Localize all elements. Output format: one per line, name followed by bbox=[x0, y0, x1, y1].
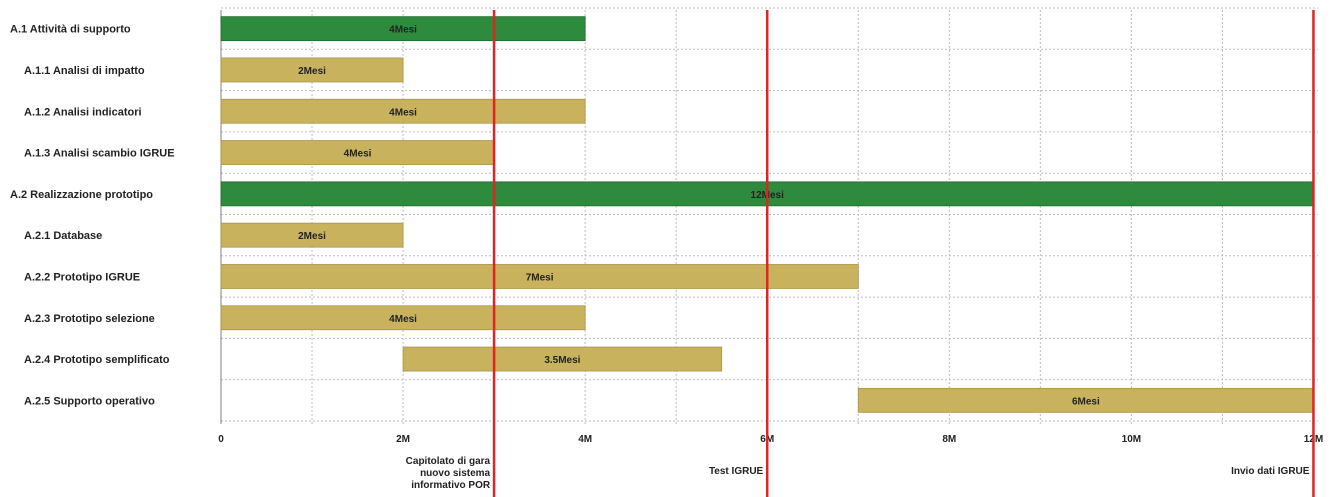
bar-duration-label: 2Mesi bbox=[298, 231, 326, 242]
task-label: A.2.1 Database bbox=[24, 230, 102, 242]
task-label: A.1.2 Analisi indicatori bbox=[24, 106, 142, 118]
task-bar bbox=[402, 346, 723, 372]
task-bar bbox=[220, 264, 859, 289]
group-bar bbox=[220, 16, 586, 42]
milestone-label: Capitolato di gara bbox=[406, 456, 491, 467]
bar-duration-label: 7Mesi bbox=[526, 272, 554, 283]
bar-duration-label: 4Mesi bbox=[389, 25, 417, 36]
milestone-label: nuovo sistema bbox=[420, 468, 490, 479]
task-label: A.1.1 Analisi di impatto bbox=[24, 65, 145, 77]
task-label: A.2.3 Prototipo selezione bbox=[24, 313, 155, 325]
bar-duration-label: 6Mesi bbox=[1072, 396, 1100, 407]
task-bar bbox=[220, 140, 495, 165]
task-label: A.1 Attività di supporto bbox=[10, 24, 131, 36]
bar-duration-label: 4Mesi bbox=[344, 149, 372, 160]
bar-duration-label: 4Mesi bbox=[389, 107, 417, 118]
milestone-label: Invio dati IGRUE bbox=[1231, 466, 1310, 477]
x-tick-label: 4M bbox=[578, 434, 592, 445]
x-tick-label: 2M bbox=[396, 434, 410, 445]
x-tick-label: 8M bbox=[942, 434, 956, 445]
milestone-label: Test IGRUE bbox=[709, 466, 764, 477]
task-label: A.2.4 Prototipo semplificato bbox=[24, 354, 170, 366]
task-bar bbox=[220, 222, 404, 248]
task-bar bbox=[220, 98, 586, 124]
milestone-label: informativo POR bbox=[411, 480, 491, 491]
task-bar bbox=[857, 387, 1314, 413]
bars-layer: A.1 Attività di supporto 4Mesi A.1.1 Anali… bbox=[10, 16, 1314, 413]
bar-duration-label: 2Mesi bbox=[298, 66, 326, 77]
bar-duration-label: 4Mesi bbox=[389, 314, 417, 325]
task-label: A.1.3 Analisi scambio IGRUE bbox=[24, 148, 175, 160]
task-bar bbox=[220, 305, 586, 331]
task-label: A.2.2 Prototipo IGRUE bbox=[24, 271, 140, 283]
task-label: A.2 Realizzazione prototipo bbox=[10, 189, 153, 201]
task-bar bbox=[220, 57, 404, 83]
bar-duration-label: 3.5Mesi bbox=[544, 355, 580, 366]
x-axis: 02M4M6M8M10M12M bbox=[218, 434, 1323, 445]
x-tick-label: 0 bbox=[218, 434, 224, 445]
task-label: A.2.5 Supporto operativo bbox=[24, 395, 155, 407]
x-tick-label: 10M bbox=[1122, 434, 1141, 445]
